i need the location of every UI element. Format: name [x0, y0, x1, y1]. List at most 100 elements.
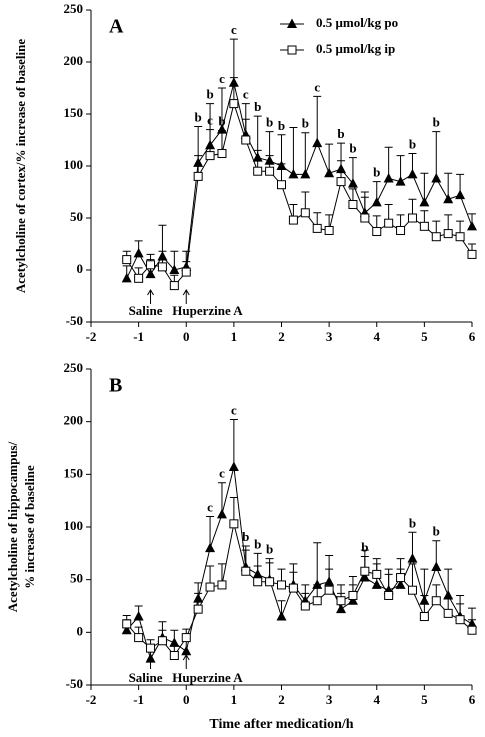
square-marker: [253, 577, 263, 587]
square-marker: [122, 255, 132, 265]
y-tick-label: 50: [70, 209, 83, 224]
square-marker: [241, 135, 251, 145]
significance-label: b: [433, 115, 440, 130]
square-marker: [265, 577, 275, 587]
triangle-marker: [145, 268, 156, 279]
square-marker: [372, 227, 382, 237]
square-marker: [146, 260, 156, 270]
y-axis-label: Acetylcholine of cortex/% increase of ba…: [13, 39, 28, 294]
square-marker: [241, 566, 251, 576]
x-tick-label: 3: [326, 329, 333, 344]
error-bar: [313, 95, 322, 144]
significance-label: b: [373, 165, 380, 180]
square-marker: [181, 633, 191, 643]
square-marker: [396, 573, 406, 583]
triangle-marker: [455, 189, 466, 200]
x-tick-label: 1: [231, 692, 238, 707]
square-marker: [134, 273, 144, 283]
triangle-marker: [359, 572, 370, 582]
triangle-marker: [347, 595, 358, 605]
square-marker: [467, 625, 477, 635]
square-marker: [419, 221, 429, 231]
square-marker: [312, 596, 322, 606]
square-marker: [169, 651, 179, 661]
square-marker: [455, 615, 465, 625]
significance-label: c: [207, 113, 213, 128]
square-marker: [277, 180, 286, 190]
series-line: [126, 523, 473, 657]
square-marker: [193, 171, 203, 181]
square-marker: [324, 585, 334, 595]
significance-label: c: [243, 87, 249, 102]
triangle-marker: [181, 645, 192, 656]
significance-label: b: [254, 99, 261, 114]
x-tick-label: 0: [183, 692, 190, 707]
arrow: [182, 289, 190, 304]
triangle-marker: [395, 176, 406, 186]
triangle-marker: [216, 508, 227, 519]
y-tick-label: 250: [64, 360, 84, 375]
triangle-marker: [336, 603, 347, 614]
triangle-marker: [133, 247, 144, 258]
x-tick-label: 4: [374, 329, 381, 344]
square-marker: [443, 608, 453, 618]
square-marker: [217, 149, 227, 159]
square-marker: [288, 215, 298, 225]
significance-label: b: [278, 118, 285, 133]
y-tick-label: 100: [64, 518, 84, 533]
y-tick-label: 100: [64, 157, 84, 172]
triangle-marker: [371, 196, 382, 207]
x-tick-label: 6: [469, 692, 476, 707]
y-tick-label: 150: [64, 465, 84, 480]
arrow: [182, 654, 190, 669]
significance-label: b: [266, 115, 273, 130]
x-tick-label: 2: [278, 692, 285, 707]
x-tick-label: 6: [469, 329, 476, 344]
square-marker: [431, 596, 441, 606]
square-marker: [384, 218, 394, 228]
y-tick-label: -50: [66, 313, 83, 328]
arrow: [147, 289, 154, 304]
significance-label: b: [302, 116, 309, 131]
triangle-marker: [431, 561, 442, 572]
error-bar: [432, 131, 441, 179]
triangle-marker: [312, 137, 323, 148]
significance-label: b: [409, 137, 416, 152]
x-tick-label: -2: [86, 329, 97, 344]
x-tick-label: -2: [86, 692, 97, 707]
y-axis-label: % increase of baseline: [22, 465, 37, 589]
square-marker: [288, 583, 298, 593]
square-marker: [455, 232, 465, 242]
x-tick-label: 5: [421, 329, 428, 344]
square-marker: [229, 519, 239, 529]
treatment-label: Saline: [129, 303, 163, 318]
triangle-marker: [121, 624, 132, 635]
legend-label: 0.5 μmol/kg ip: [316, 41, 395, 56]
significance-label: c: [207, 499, 213, 514]
significance-label: b: [242, 529, 249, 544]
x-tick-label: -1: [133, 692, 144, 707]
significance-label: b: [195, 109, 202, 124]
square-marker: [407, 585, 417, 595]
square-marker: [146, 643, 156, 653]
triangle-marker: [228, 461, 239, 471]
square-marker: [253, 166, 263, 176]
square-marker: [205, 151, 215, 161]
triangle-marker: [407, 553, 418, 563]
square-marker: [217, 580, 227, 590]
significance-label: b: [409, 515, 416, 530]
error-bar: [229, 38, 238, 83]
y-tick-label: 200: [64, 413, 84, 428]
legend-marker: [287, 18, 297, 28]
triangle-marker: [431, 172, 442, 183]
y-tick-label: 250: [64, 1, 84, 16]
treatment-label: Huperzine A: [172, 670, 243, 685]
square-marker: [431, 232, 441, 242]
y-tick-label: -50: [66, 676, 83, 691]
square-marker: [122, 619, 132, 629]
square-marker: [360, 566, 370, 576]
significance-label: c: [219, 71, 225, 86]
square-marker: [407, 213, 417, 223]
square-marker: [443, 229, 453, 239]
